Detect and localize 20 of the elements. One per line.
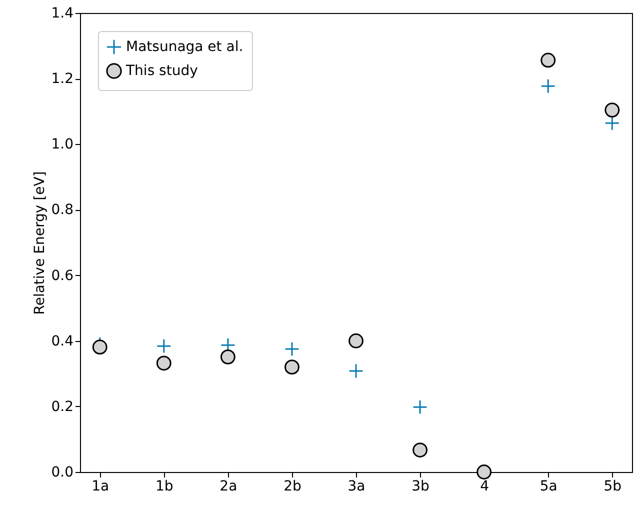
x-tick-label: 1b xyxy=(155,478,174,494)
y-tick-label: 0.6 xyxy=(51,268,74,284)
y-tick-label: 1.0 xyxy=(51,136,74,153)
y-tick-label: 1.2 xyxy=(51,71,74,88)
y-axis-title: Relative Energy [eV] xyxy=(32,171,48,315)
x-tick-label: 2b xyxy=(284,478,302,494)
x-tick-label: 3a xyxy=(348,478,366,494)
x-tick-label: 4 xyxy=(480,478,490,494)
x-tick-label: 1a xyxy=(92,478,110,494)
y-tick-label: 0.4 xyxy=(51,333,74,350)
x-tick-label: 5a xyxy=(540,478,558,494)
legend-label: This study xyxy=(125,63,198,79)
x-tick-label: 2a xyxy=(220,478,238,494)
legend-label: Matsunaga et al. xyxy=(126,39,244,55)
x-tick-label: 3b xyxy=(412,478,430,494)
y-tick-label: 0.2 xyxy=(51,398,74,415)
y-tick-label: 0.0 xyxy=(51,464,74,480)
x-tick-label: 5b xyxy=(604,478,622,494)
y-tick-label: 1.4 xyxy=(51,6,74,22)
y-tick-label: 0.8 xyxy=(51,202,74,218)
